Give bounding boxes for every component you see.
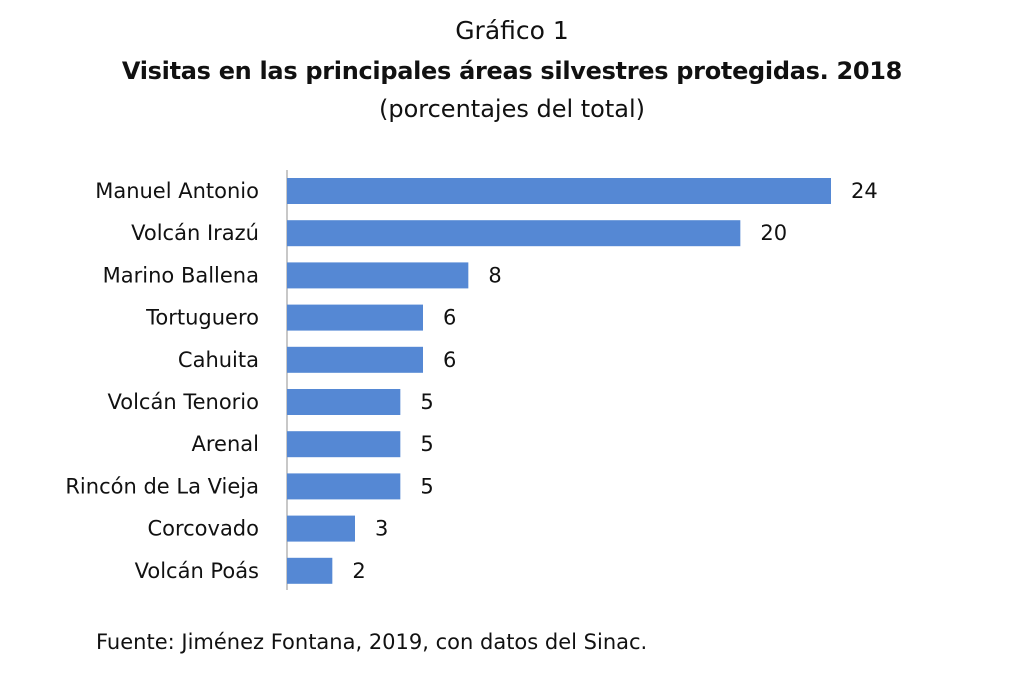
data-label: 8 [488,263,501,287]
category-label: Manuel Antonio [95,179,259,203]
data-label: 5 [420,474,433,498]
data-label: 24 [851,179,878,203]
bar [287,431,401,458]
data-label: 3 [375,517,388,541]
bar [287,346,423,373]
bar [287,557,333,584]
bar [287,178,831,204]
bar [287,515,355,542]
bar [287,220,741,247]
category-label: Volcán Tenorio [108,390,259,414]
category-label: Rincón de La Vieja [65,474,259,498]
data-label: 5 [420,432,433,456]
data-label: 5 [420,390,433,414]
bar [287,304,423,331]
bar [287,262,469,289]
category-label: Arenal [192,432,259,456]
data-label: 6 [443,348,456,372]
category-label: Volcán Irazú [131,221,259,245]
category-label: Marino Ballena [103,263,259,287]
bar-chart: Manuel Antonio 24 Volcán Irazú 20 Marino Bal… [65,170,878,590]
chart-label: Gráfico 1 [455,16,569,45]
chart-title: Visitas en las principales áreas silvest… [121,57,903,85]
category-label: Tortuguero [145,306,259,330]
bar [287,473,401,500]
category-label: Volcán Poás [135,559,259,583]
data-label: 6 [443,306,456,330]
bar [287,389,401,415]
data-label: 2 [352,559,365,583]
data-label: 20 [760,221,787,245]
category-label: Cahuita [178,348,259,372]
chart-subtitle: (porcentajes del total) [378,95,645,123]
source-note: Fuente: Jiménez Fontana, 2019, con datos… [96,630,648,654]
category-label: Corcovado [147,517,259,541]
